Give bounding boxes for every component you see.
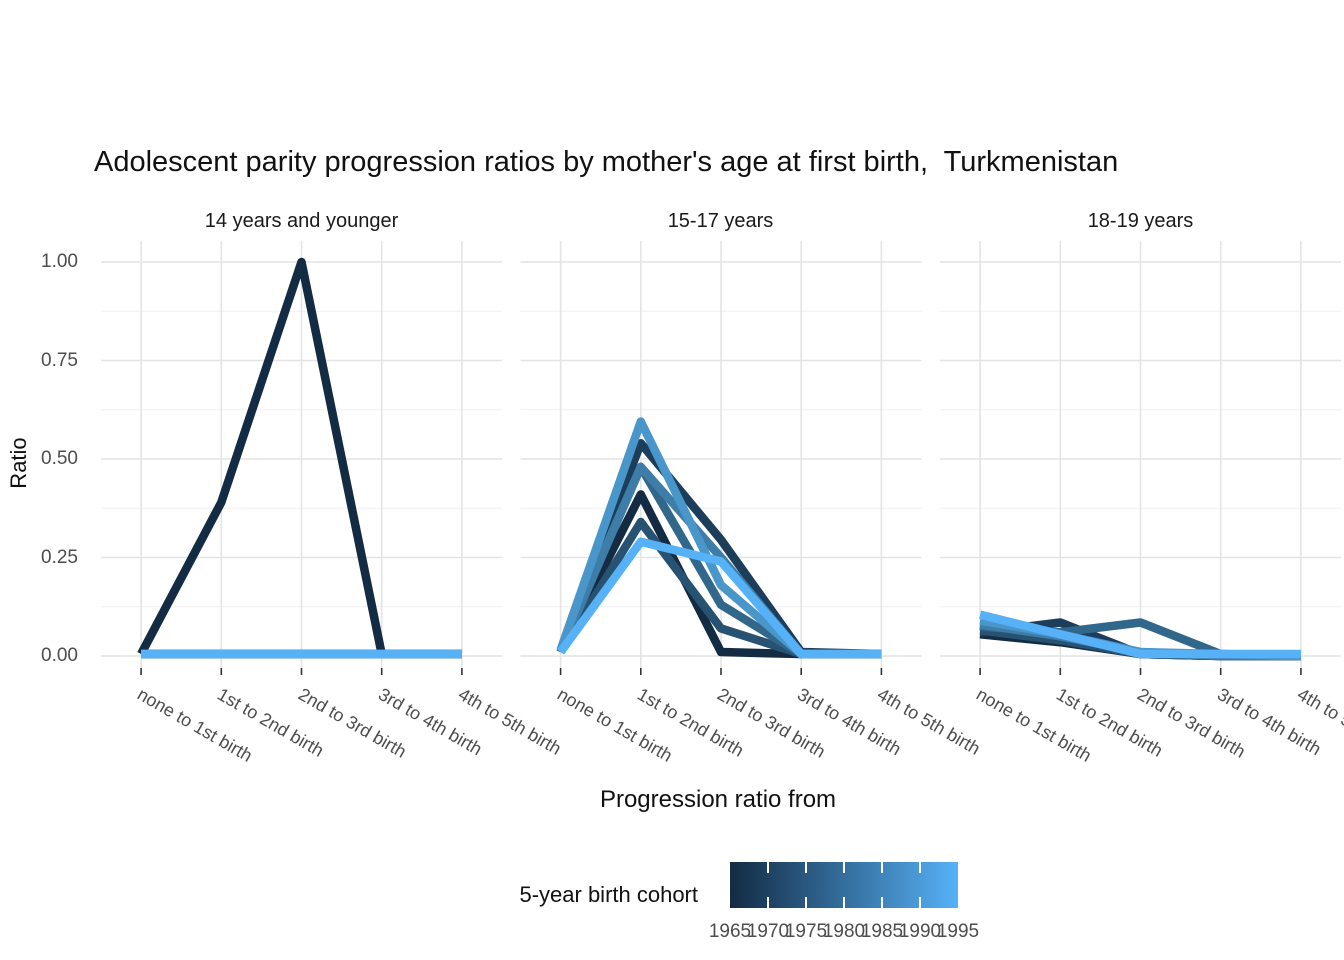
legend-title: 5-year birth cohort	[519, 882, 698, 907]
legend-tick-label: 1990	[898, 921, 942, 942]
legend-colorbar	[730, 862, 958, 908]
legend-bar-tick	[919, 862, 921, 873]
y-tick-label: 0.50	[41, 448, 78, 469]
legend-tick-label: 1985	[860, 921, 904, 942]
legend-bar-tick	[805, 862, 807, 873]
legend-tick-label: 1980	[822, 921, 866, 942]
x-axis-title: Progression ratio from	[599, 786, 837, 813]
legend-tick-label: 1965	[708, 921, 752, 942]
legend-bar-tick	[881, 897, 883, 908]
y-tick-label: 0.75	[41, 349, 78, 371]
legend-bar-tick	[805, 897, 807, 908]
legend-bar-tick	[843, 862, 845, 873]
legend-bar-tick	[881, 862, 883, 873]
facet-strip-3: 18-19 years	[1087, 210, 1194, 232]
y-tick-label: 0.25	[41, 546, 78, 568]
y-tick-label: 0.00	[41, 645, 78, 666]
legend-tick-label: 1995	[936, 921, 980, 942]
legend-bar-tick	[767, 897, 769, 908]
legend-bar-tick	[919, 897, 921, 908]
facet-strip-1: 14 years and younger	[204, 210, 399, 232]
legend-bar-tick	[843, 897, 845, 908]
legend-tick-label: 1975	[784, 921, 828, 942]
facet-strip-2: 15-17 years	[667, 210, 774, 232]
chart-title: Adolescent parity progression ratios by …	[94, 146, 1119, 178]
legend-bar-tick	[767, 862, 769, 873]
series-line-1995-facet2	[557, 537, 882, 659]
series-line-1995-facet3	[979, 610, 1301, 659]
y-tick-label: 1.00	[41, 251, 78, 272]
legend-tick-label: 1970	[746, 921, 790, 942]
